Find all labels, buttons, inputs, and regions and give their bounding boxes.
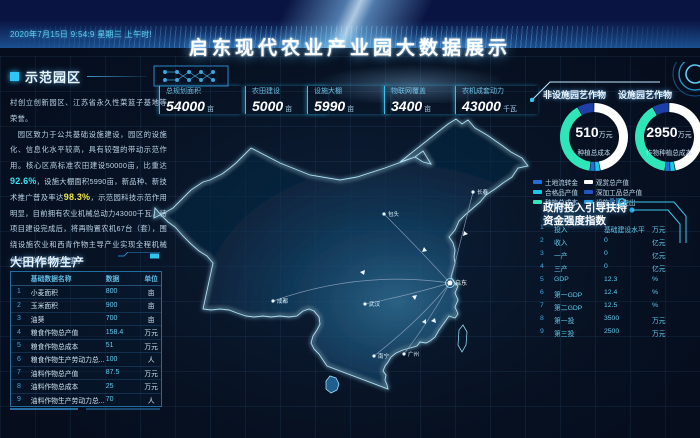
svg-text:启东: 启东 xyxy=(455,279,467,287)
svg-text:武汉: 武汉 xyxy=(369,300,381,308)
svg-text:成都: 成都 xyxy=(277,297,289,305)
svg-text:长春: 长春 xyxy=(477,188,489,196)
svg-text:包头: 包头 xyxy=(388,210,400,218)
svg-text:南宁: 南宁 xyxy=(378,352,390,360)
svg-text:广州: 广州 xyxy=(408,350,419,358)
